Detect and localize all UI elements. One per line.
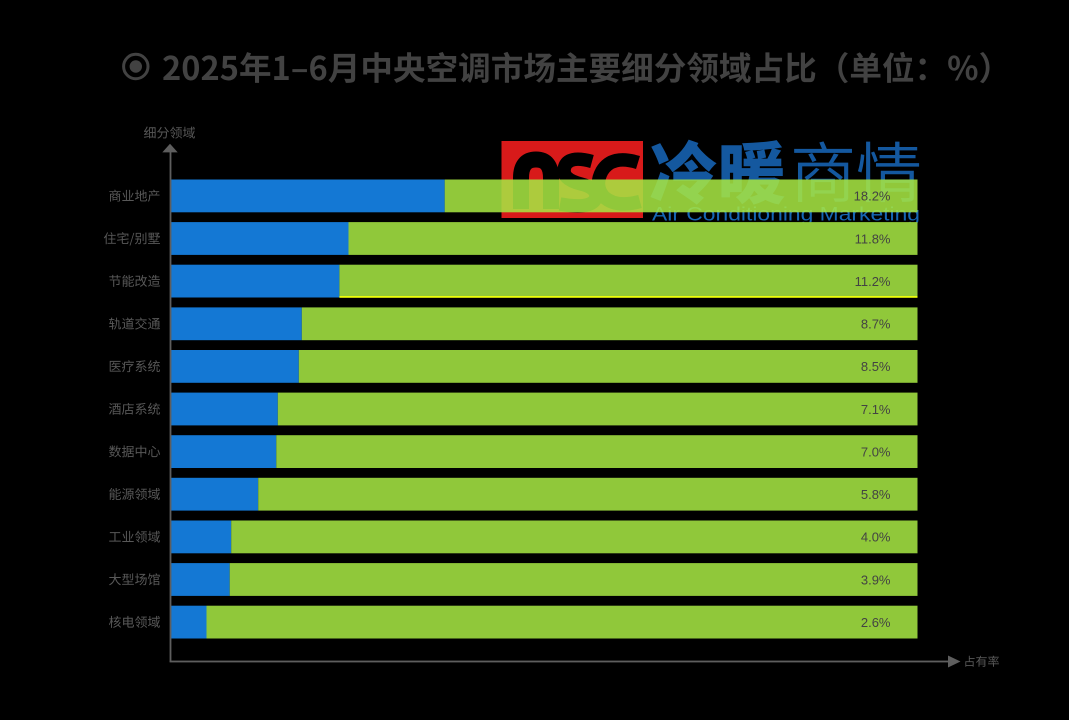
svg-text:11.8%: 11.8% [855,231,891,246]
svg-text:2.6%: 2.6% [861,615,891,630]
svg-text:7.1%: 7.1% [861,402,891,417]
svg-text:5.8%: 5.8% [861,487,891,502]
svg-text:18.2%: 18.2% [854,189,891,204]
svg-text:3.9%: 3.9% [861,572,891,587]
svg-text:4.0%: 4.0% [861,530,891,545]
svg-text:11.2%: 11.2% [855,274,891,289]
svg-text:8.5%: 8.5% [861,359,891,374]
svg-text:8.7%: 8.7% [861,317,891,332]
svg-text:7.0%: 7.0% [861,444,891,459]
